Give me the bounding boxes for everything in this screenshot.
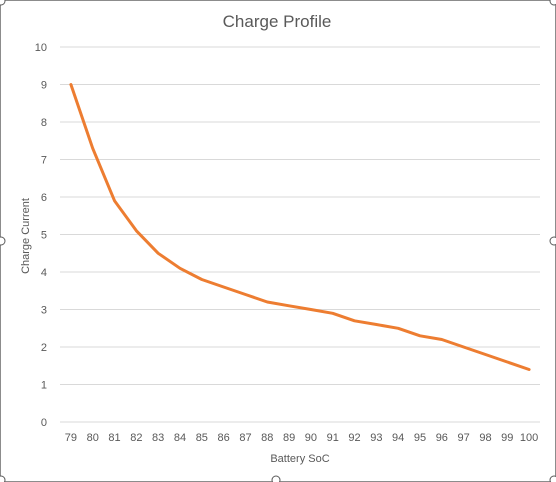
x-tick-label: 95 [414, 432, 426, 444]
y-tick-label: 2 [41, 342, 47, 354]
x-tick-label: 94 [392, 432, 404, 444]
y-tick-label: 6 [41, 192, 47, 204]
y-tick-label: 4 [41, 267, 47, 279]
y-tick-label: 10 [35, 42, 47, 54]
x-tick-label: 82 [130, 432, 142, 444]
x-tick-label: 87 [239, 432, 251, 444]
resize-handle-top-left[interactable] [0, 0, 6, 6]
resize-handle-right[interactable] [549, 236, 556, 246]
x-tick-label: 100 [520, 432, 538, 444]
x-tick-label: 83 [152, 432, 164, 444]
resize-handle-bottom-center[interactable] [271, 475, 281, 482]
y-axis-title[interactable]: Charge Current [20, 198, 32, 274]
x-tick-label: 93 [370, 432, 382, 444]
y-tick-label: 8 [41, 117, 47, 129]
x-tick-label: 86 [218, 432, 230, 444]
y-tick-label: 9 [41, 80, 47, 92]
y-tick-label: 0 [41, 417, 47, 429]
x-tick-label: 97 [458, 432, 470, 444]
x-tick-label: 80 [87, 432, 99, 444]
x-tick-label: 84 [174, 432, 186, 444]
x-axis-title[interactable]: Battery SoC [270, 453, 329, 465]
y-tick-label: 3 [41, 305, 47, 317]
x-tick-label: 99 [501, 432, 513, 444]
x-tick-label: 81 [108, 432, 120, 444]
resize-handle-bottom-left[interactable] [0, 475, 6, 482]
resize-handle-bottom-right[interactable] [549, 475, 556, 482]
chart-title[interactable]: Charge Profile [223, 12, 332, 31]
y-axis-ticks: 0 1 2 3 4 5 6 7 8 9 10 [35, 42, 47, 429]
x-tick-label: 88 [261, 432, 273, 444]
x-axis-ticks: 79 80 81 82 83 84 85 86 87 88 89 90 91 92 93 94 95 96 97 98… [65, 432, 538, 444]
resize-handle-left[interactable] [0, 236, 6, 246]
y-tick-label: 7 [41, 155, 47, 167]
x-tick-label: 91 [327, 432, 339, 444]
plot-area[interactable] [69, 83, 531, 371]
y-tick-label: 5 [41, 230, 47, 242]
x-tick-label: 92 [348, 432, 360, 444]
y-tick-label: 1 [41, 380, 47, 392]
series-line-0[interactable] [69, 83, 531, 371]
x-tick-label: 98 [479, 432, 491, 444]
x-tick-label: 90 [305, 432, 317, 444]
resize-handle-top-right[interactable] [549, 0, 556, 6]
x-tick-label: 79 [65, 432, 77, 444]
x-tick-label: 89 [283, 432, 295, 444]
x-tick-label: 96 [436, 432, 448, 444]
x-tick-label: 85 [196, 432, 208, 444]
